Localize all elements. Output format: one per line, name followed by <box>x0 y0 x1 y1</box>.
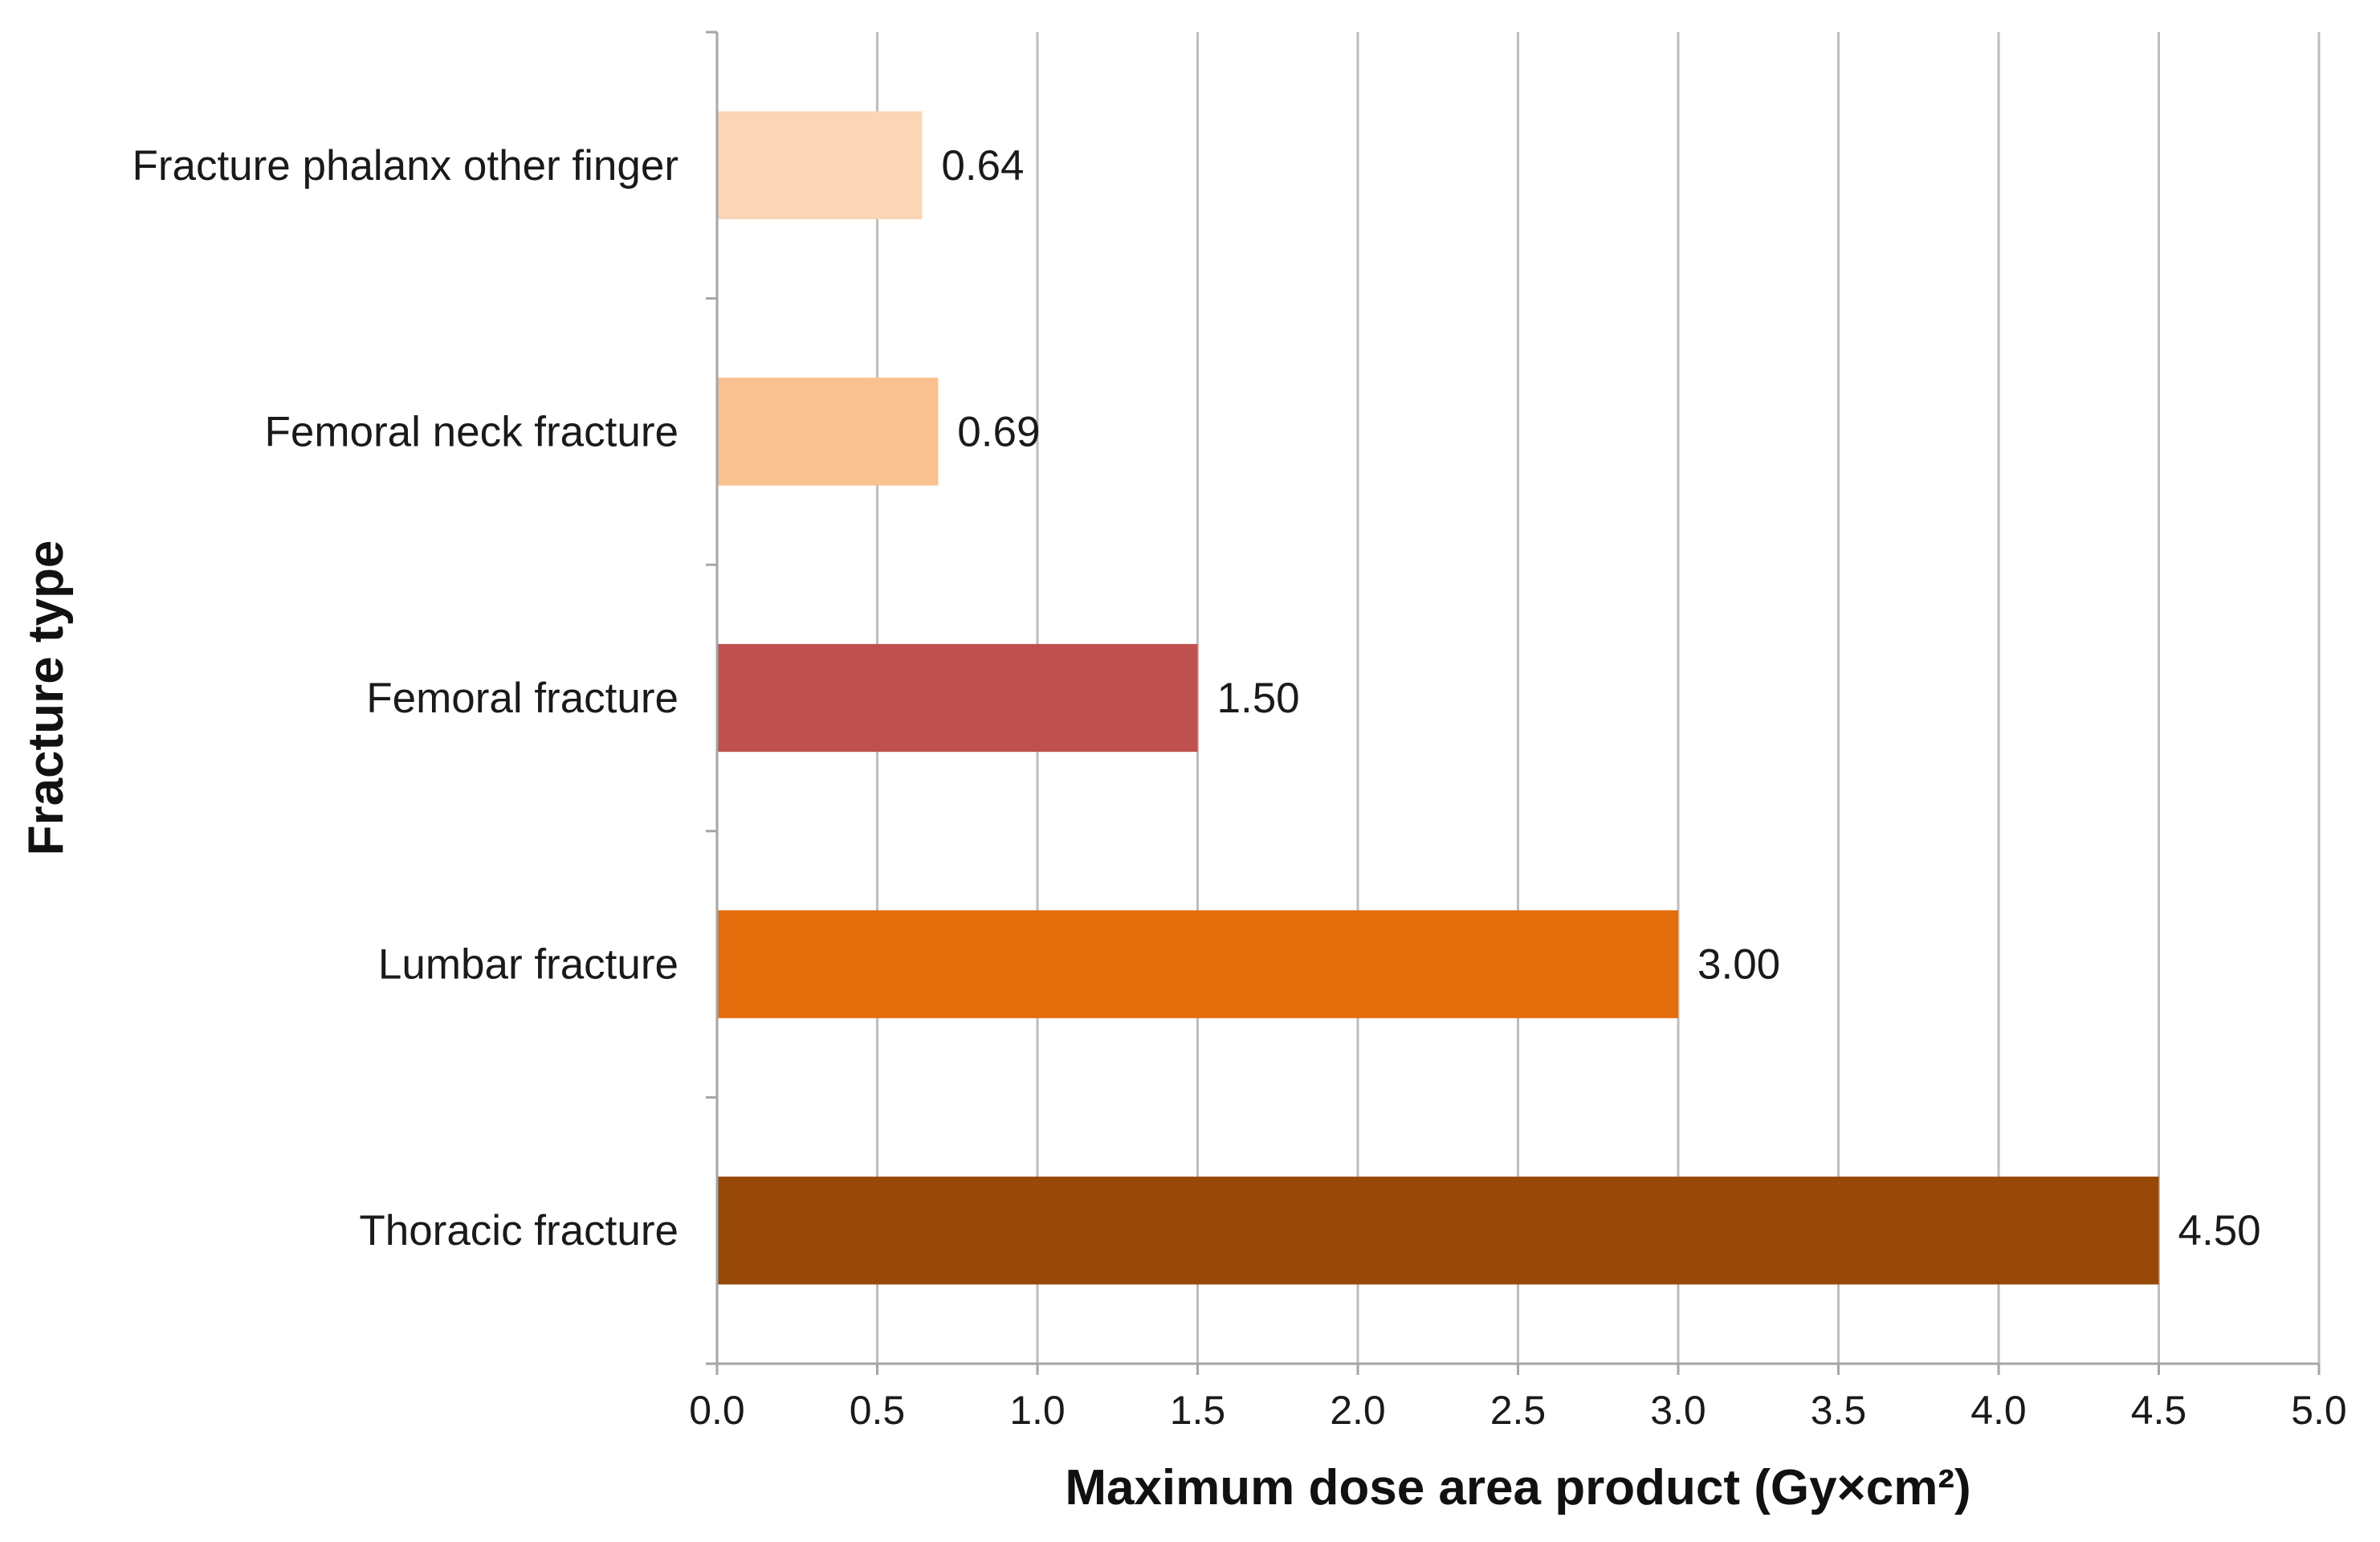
x-tick-label: 0.0 <box>689 1388 745 1433</box>
y-axis-title: Fracture type <box>18 541 74 856</box>
bar <box>717 111 923 219</box>
bars <box>717 111 2159 1285</box>
data-label: 3.00 <box>1697 941 1780 989</box>
category-label: Fracture phalanx other finger <box>132 142 679 190</box>
data-label: 0.69 <box>957 408 1040 455</box>
data-label: 1.50 <box>1217 675 1300 722</box>
x-tick-label: 4.5 <box>2131 1388 2187 1433</box>
category-label: Thoracic fracture <box>359 1207 679 1254</box>
x-tick-label: 0.5 <box>850 1388 906 1433</box>
axes <box>706 31 2321 1375</box>
data-label: 4.50 <box>2178 1207 2261 1254</box>
category-label: Femoral neck fracture <box>265 408 679 455</box>
bar <box>717 643 1198 753</box>
bar <box>717 1177 2159 1285</box>
x-axis-title: Maximum dose area product (Gy×cm²) <box>1065 1460 1970 1515</box>
x-tick-label: 2.5 <box>1490 1388 1547 1433</box>
labels: 0.0 0.5 1.0 1.5 2.0 2.5 3.0 3.5 4.0 4.5 5.0 Fractur… <box>132 142 2346 1433</box>
x-tick-label: 3.0 <box>1650 1388 1706 1433</box>
x-tick-label: 3.5 <box>1811 1388 1867 1433</box>
data-label: 0.64 <box>941 142 1024 190</box>
bar <box>717 377 939 486</box>
x-tick-label: 5.0 <box>2291 1388 2347 1433</box>
x-tick-label: 2.0 <box>1330 1388 1386 1433</box>
x-tick-label: 4.0 <box>1970 1388 2027 1433</box>
x-tick-label: 1.0 <box>1009 1388 1066 1433</box>
category-label: Femoral fracture <box>366 675 679 722</box>
bar <box>717 910 1678 1018</box>
gridlines <box>876 32 2321 1364</box>
x-tick-label: 1.5 <box>1170 1388 1226 1433</box>
category-label: Lumbar fracture <box>378 941 679 989</box>
